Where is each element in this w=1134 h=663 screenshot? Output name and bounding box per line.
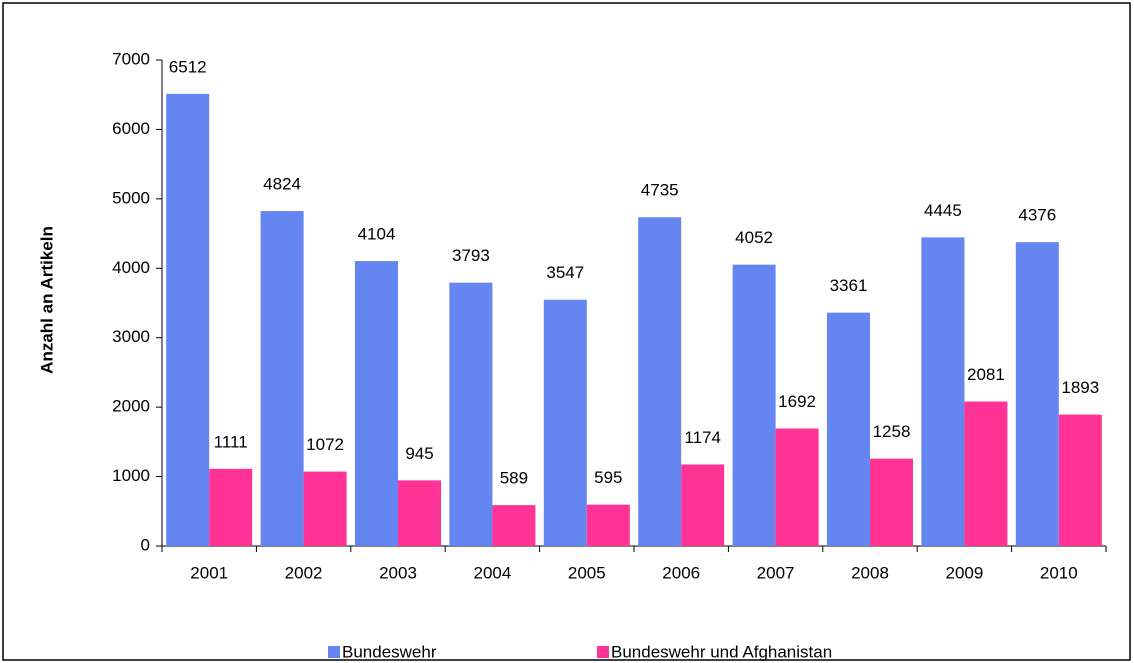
- data-label: 4735: [641, 181, 679, 200]
- bar: [355, 261, 398, 546]
- bar: [586, 504, 630, 546]
- y-tick-label: 2000: [112, 397, 150, 416]
- data-label: 945: [405, 444, 433, 463]
- bar: [964, 401, 1008, 546]
- data-label: 4445: [924, 201, 962, 220]
- legend-swatch: [328, 646, 340, 658]
- data-label: 1258: [873, 422, 911, 441]
- bar: [870, 458, 913, 546]
- legend-swatch: [597, 646, 609, 658]
- bar: [1015, 242, 1059, 546]
- x-tick-label: 2006: [662, 563, 700, 582]
- data-label: 1111: [214, 432, 248, 451]
- legend-label: Bundeswehr: [342, 642, 437, 661]
- x-tick-label: 2001: [190, 563, 228, 582]
- x-tick-label: 2007: [757, 563, 795, 582]
- y-tick-label: 7000: [112, 49, 150, 68]
- bar: [1058, 414, 1102, 546]
- data-label: 4104: [358, 225, 396, 244]
- data-label: 1072: [306, 435, 344, 454]
- x-tick-label: 2003: [379, 563, 417, 582]
- bar: [681, 464, 725, 546]
- bar: [449, 282, 493, 546]
- legend-label: Bundeswehr und Afghanistan: [611, 642, 832, 661]
- bar: [638, 217, 682, 546]
- bar: [732, 264, 776, 546]
- bar: [921, 237, 965, 546]
- y-axis-label: Anzahl an Artikeln: [37, 226, 56, 374]
- y-tick-label: 5000: [112, 188, 150, 207]
- bar: [827, 312, 870, 546]
- bar: [543, 299, 587, 546]
- x-tick-label: 2005: [568, 563, 606, 582]
- data-label: 3547: [546, 263, 584, 282]
- x-tick-label: 2008: [851, 563, 889, 582]
- x-tick-label: 2002: [285, 563, 323, 582]
- bar: [166, 93, 210, 547]
- data-label: 4824: [263, 175, 301, 194]
- x-tick-label: 2010: [1040, 563, 1078, 582]
- x-tick-label: 2004: [473, 563, 511, 582]
- data-label: 3793: [452, 246, 490, 265]
- bar: [492, 505, 536, 546]
- y-tick-label: 3000: [112, 327, 150, 346]
- data-label: 2081: [967, 365, 1005, 384]
- y-tick-label: 1000: [112, 466, 150, 485]
- data-label: 595: [594, 468, 622, 487]
- data-label: 3361: [830, 276, 868, 295]
- data-label: 1174: [684, 428, 721, 447]
- y-tick-label: 4000: [112, 258, 150, 277]
- bar: [303, 471, 347, 546]
- bar: [260, 211, 304, 546]
- y-tick-label: 0: [141, 535, 150, 554]
- data-label: 6512: [169, 57, 207, 76]
- data-label: 1893: [1061, 378, 1099, 397]
- data-label: 1692: [778, 392, 816, 411]
- x-tick-label: 2009: [945, 563, 983, 582]
- bar: [775, 428, 819, 546]
- data-label: 589: [500, 469, 528, 488]
- data-label: 4052: [735, 228, 773, 247]
- data-label: 4376: [1018, 206, 1056, 225]
- y-tick-label: 6000: [112, 119, 150, 138]
- bar: [209, 468, 253, 546]
- bar: [398, 480, 441, 546]
